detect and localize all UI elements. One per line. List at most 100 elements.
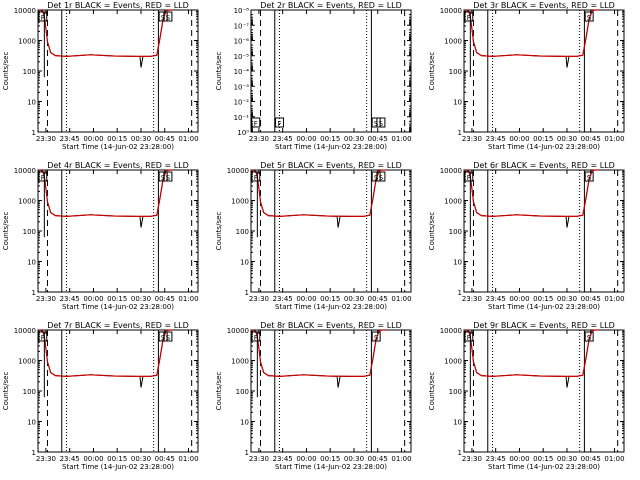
flag-marker-box <box>584 171 594 182</box>
y-tick-label: 100 <box>449 68 462 76</box>
flag-marker-box <box>584 11 594 22</box>
panel-title: Det 2r BLACK = Events, RED = LLD <box>260 1 402 10</box>
flag-marker-label: F <box>467 14 471 22</box>
y-tick-label: 1000 <box>18 358 36 366</box>
lld-series-line <box>252 329 386 378</box>
x-tick-label: 00:45 <box>581 135 601 143</box>
x-tick-label: 23:30 <box>462 455 482 463</box>
lld-series-line <box>39 9 173 58</box>
y-tick-label: 10000 <box>227 327 249 335</box>
x-tick-label: 00:00 <box>296 135 316 143</box>
y-tick-label: 1 <box>458 129 462 137</box>
lld-series-line <box>465 9 599 58</box>
y-axis-label: Counts/sec <box>215 52 223 91</box>
y-tick-label: 1000 <box>231 198 249 206</box>
x-tick-label: 00:45 <box>155 455 175 463</box>
x-tick-label: 00:30 <box>131 455 151 463</box>
flag-marker-label: F <box>254 334 258 342</box>
x-tick-label: 23:30 <box>462 135 482 143</box>
x-axis-label: Start Time (14-Jun-02 23:28:00) <box>275 143 387 151</box>
x-axis-label: Start Time (14-Jun-02 23:28:00) <box>62 463 174 471</box>
x-tick-label: 00:15 <box>320 455 340 463</box>
x-tick-label: 00:00 <box>296 295 316 303</box>
y-tick-label: 10000 <box>440 327 462 335</box>
x-tick-label: 00:15 <box>533 295 553 303</box>
x-tick-label: 23:45 <box>486 295 506 303</box>
x-tick-label: 23:45 <box>273 135 293 143</box>
x-tick-label: 00:15 <box>107 295 127 303</box>
x-tick-label: 00:00 <box>83 455 103 463</box>
x-tick-label: 00:15 <box>533 135 553 143</box>
chart-panel-9: Det 9r BLACK = Events, RED = LLD 1 10 100 10… <box>428 321 625 471</box>
flag-marker-box <box>251 331 261 342</box>
panel-title: Det 9r BLACK = Events, RED = LLD <box>473 321 615 330</box>
x-tick-label: 00:15 <box>320 135 340 143</box>
chart-panel-4: Det 4r BLACK = Events, RED = LLD 1 10 100 10… <box>2 161 199 311</box>
flag-marker-box <box>158 171 168 182</box>
events-series-line <box>39 9 173 68</box>
x-tick-label: 01:00 <box>391 135 411 143</box>
y-tick-label: 10 <box>453 259 462 267</box>
flag-marker-label: S <box>379 120 384 128</box>
y-tick-label: 10⁻¹ <box>234 114 250 122</box>
y-axis-label: Counts/sec <box>428 52 436 91</box>
y-tick-label: 1000 <box>444 358 462 366</box>
panel-title: Det 4r BLACK = Events, RED = LLD <box>47 161 189 170</box>
y-tick-label: 10000 <box>14 167 36 175</box>
y-tick-label: 10000 <box>440 167 462 175</box>
y-tick-label: 10⁻⁴ <box>234 68 250 76</box>
x-tick-label: 01:00 <box>391 455 411 463</box>
x-tick-label: 00:30 <box>344 455 364 463</box>
flag-marker-box <box>371 171 381 182</box>
x-axis-label: Start Time (14-Jun-02 23:28:00) <box>62 143 174 151</box>
x-tick-label: 01:00 <box>604 135 624 143</box>
flag-marker-label: S <box>166 14 171 22</box>
x-tick-label: 00:15 <box>107 135 127 143</box>
chart-panel-5: Det 5r BLACK = Events, RED = LLD 1 10 100 10… <box>215 161 412 311</box>
flag-marker-label: F <box>467 174 471 182</box>
flag-marker-box <box>163 11 173 22</box>
x-tick-label: 01:00 <box>604 455 624 463</box>
x-tick-label: 23:30 <box>249 295 269 303</box>
x-tick-label: 00:30 <box>557 135 577 143</box>
y-tick-label: 10⁻⁷ <box>234 22 250 30</box>
x-tick-label: 00:45 <box>581 455 601 463</box>
y-tick-label: 1000 <box>444 198 462 206</box>
y-tick-label: 10 <box>240 419 249 427</box>
y-tick-label: 10 <box>27 419 36 427</box>
y-tick-label: 100 <box>23 68 36 76</box>
flag-marker-box <box>163 331 173 342</box>
flag-marker-label: S <box>166 334 171 342</box>
y-tick-label: 1000 <box>18 38 36 46</box>
x-tick-label: 01:00 <box>178 455 198 463</box>
y-tick-label: 100 <box>23 388 36 396</box>
y-axis-label: Counts/sec <box>428 212 436 251</box>
panel-title: Det 5r BLACK = Events, RED = LLD <box>260 161 402 170</box>
y-tick-label: 10 <box>453 99 462 107</box>
events-series-line <box>252 169 386 228</box>
flag-marker-box <box>38 331 48 342</box>
x-tick-label: 23:30 <box>36 135 56 143</box>
y-tick-label: 10⁻⁶ <box>234 38 250 46</box>
x-axis-label: Start Time (14-Jun-02 23:28:00) <box>275 303 387 311</box>
chart-panel-3: Det 3r BLACK = Events, RED = LLD 1 10 100 10… <box>428 1 625 151</box>
x-tick-label: 23:45 <box>60 295 80 303</box>
lld-series-line <box>39 329 173 378</box>
x-tick-label: 00:30 <box>557 455 577 463</box>
x-tick-label: 00:00 <box>83 295 103 303</box>
flag-marker-box <box>371 117 381 128</box>
flag-marker-box <box>158 331 168 342</box>
x-tick-label: 00:00 <box>296 455 316 463</box>
x-tick-label: 23:30 <box>36 455 56 463</box>
flag-marker-label: S <box>374 334 379 342</box>
x-tick-label: 00:45 <box>155 295 175 303</box>
y-tick-label: 10 <box>453 419 462 427</box>
flag-marker-box <box>464 331 474 342</box>
x-tick-label: 23:30 <box>249 135 269 143</box>
flag-marker-label: S <box>587 334 592 342</box>
x-tick-label: 00:30 <box>131 135 151 143</box>
y-axis-label: Counts/sec <box>215 212 223 251</box>
events-series-line <box>39 329 173 388</box>
x-tick-label: 00:00 <box>83 135 103 143</box>
